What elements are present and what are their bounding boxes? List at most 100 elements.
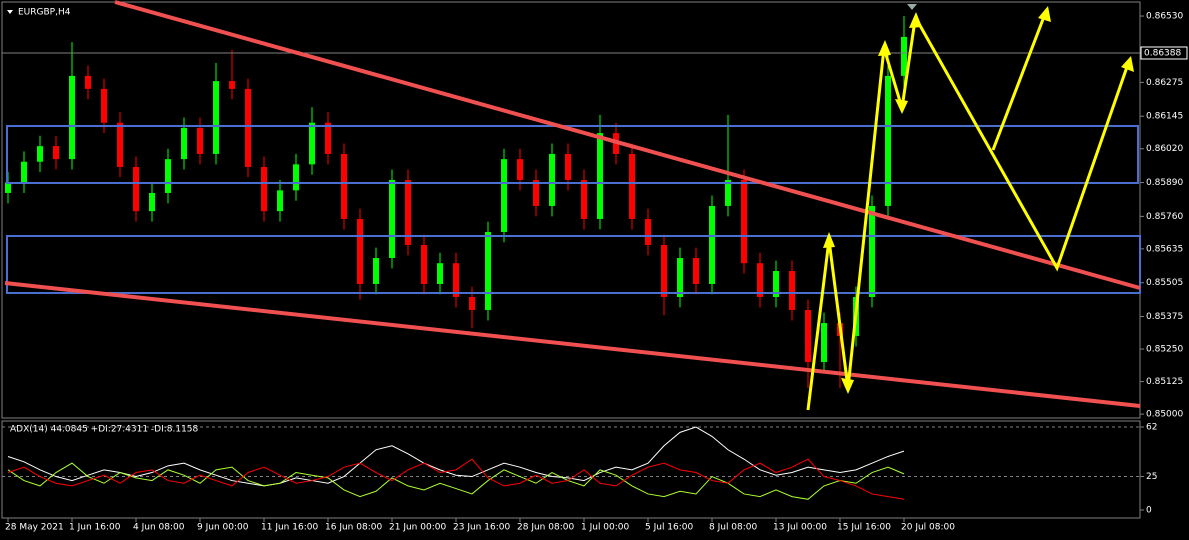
candle-body <box>133 166 139 212</box>
candle-body <box>117 122 123 167</box>
y-tick-label: 0.85505 <box>1146 278 1183 288</box>
x-tick-label: 13 Jul 00:00 <box>773 523 827 533</box>
x-tick-label: 28 Jun 08:00 <box>517 523 574 533</box>
candle-body <box>533 179 539 206</box>
x-tick-label: 28 May 2021 <box>5 523 64 533</box>
arrow-head <box>841 378 854 394</box>
arrow-head <box>1038 6 1051 22</box>
candle-body <box>725 179 731 206</box>
candle-body <box>5 182 11 193</box>
x-tick-label: 15 Jul 16:00 <box>837 523 891 533</box>
candle-body <box>821 323 827 363</box>
drawings <box>4 0 1141 411</box>
menu-triangle <box>7 10 13 14</box>
candle-body <box>293 164 299 191</box>
y-tick-label: 0.85125 <box>1146 377 1183 387</box>
x-tick-label: 8 Jul 08:00 <box>709 523 758 533</box>
candle-body <box>325 122 331 154</box>
candle-body <box>581 179 587 219</box>
y-tick-label: 0.86275 <box>1146 78 1183 88</box>
candle-body <box>149 192 155 212</box>
candle-body <box>69 75 75 160</box>
candle-body <box>37 146 43 162</box>
zone-box <box>6 125 1139 184</box>
x-tick-label: 4 Jun 08:00 <box>133 523 185 533</box>
time-marker <box>907 4 917 10</box>
zone-box <box>6 235 1141 294</box>
y-tick-label: 0.85375 <box>1146 312 1183 322</box>
symbol-title: EURGBP,H4 <box>18 8 71 18</box>
y-tick-label: 0.86530 <box>1146 12 1183 22</box>
adx-panel <box>1 420 1141 519</box>
current-price-box <box>1140 46 1188 60</box>
candle-body <box>485 231 491 311</box>
candle-body <box>901 36 907 76</box>
candle-body <box>261 166 267 212</box>
y-tick-label: 0.85890 <box>1146 178 1183 188</box>
candle-body <box>437 263 443 285</box>
trend-line <box>114 0 1141 290</box>
candle-body <box>245 88 251 167</box>
indicator-title: ADX(14) 44.0845 +DI:27.4311 -DI:8.1158 <box>10 425 199 435</box>
candle-body <box>341 153 347 219</box>
candle-body <box>741 179 747 264</box>
candle-body <box>101 88 107 123</box>
candle-body <box>677 258 683 298</box>
x-tick-label: 5 Jul 16:00 <box>645 523 694 533</box>
indicator-line <box>7 426 905 487</box>
arrow-head <box>895 99 908 114</box>
x-tick-label: 23 Jun 16:00 <box>453 523 510 533</box>
candle-body <box>277 190 283 212</box>
candle-body <box>21 161 27 183</box>
arrow-head <box>823 232 835 248</box>
projection-path <box>806 19 917 411</box>
candle-body <box>565 153 571 180</box>
candle-body <box>85 75 91 89</box>
candle-body <box>309 122 315 165</box>
price-panel <box>1 1 1141 419</box>
candle-body <box>629 153 635 219</box>
candle-body <box>405 179 411 245</box>
indicator-line <box>7 458 905 500</box>
candle-body <box>757 263 763 298</box>
candle-body <box>421 244 427 285</box>
y-tick-label: 0.85250 <box>1146 345 1183 355</box>
candle-body <box>181 127 187 160</box>
candle-body <box>661 244 667 298</box>
y-tick-label: 25 <box>1146 472 1157 482</box>
projection-path <box>916 21 1130 272</box>
candle-body <box>389 179 395 258</box>
y-tick-label: 0.86145 <box>1146 112 1183 122</box>
y-tick-label: 0.85635 <box>1146 244 1183 254</box>
candle-body <box>229 81 235 89</box>
x-tick-label: 1 Jun 16:00 <box>69 523 121 533</box>
x-tick-label: 20 Jul 08:00 <box>901 523 955 533</box>
y-tick-label: 0.85000 <box>1146 410 1183 420</box>
x-tick-label: 11 Jun 16:00 <box>261 523 318 533</box>
candle-body <box>517 159 523 180</box>
x-tick-label: 9 Jun 00:00 <box>197 523 249 533</box>
candle-body <box>645 218 651 245</box>
plot-layer: 0.86530 0.86275 0.86145 0.86020 0.85890 0.857… <box>2 12 1188 533</box>
candle-body <box>469 297 475 311</box>
projection-path <box>991 13 1047 151</box>
arrow-head <box>878 40 891 56</box>
arrow-head <box>909 12 922 28</box>
candle-body <box>549 153 555 206</box>
candle-body <box>165 159 171 193</box>
candle-body <box>885 75 891 206</box>
y-tick-label: 0.85760 <box>1146 212 1183 222</box>
candle-body <box>357 218 363 285</box>
candle-body <box>213 81 219 154</box>
candle-body <box>709 205 715 285</box>
candle-body <box>693 258 699 285</box>
current-price-label: 0.86388 <box>1144 48 1181 58</box>
candle-body <box>597 133 603 219</box>
y-tick-label: 0 <box>1146 506 1152 516</box>
candle-body <box>501 159 507 232</box>
arrow-head <box>1121 56 1134 72</box>
candle-body <box>869 205 875 298</box>
y-tick-label: 0.86020 <box>1146 144 1183 154</box>
